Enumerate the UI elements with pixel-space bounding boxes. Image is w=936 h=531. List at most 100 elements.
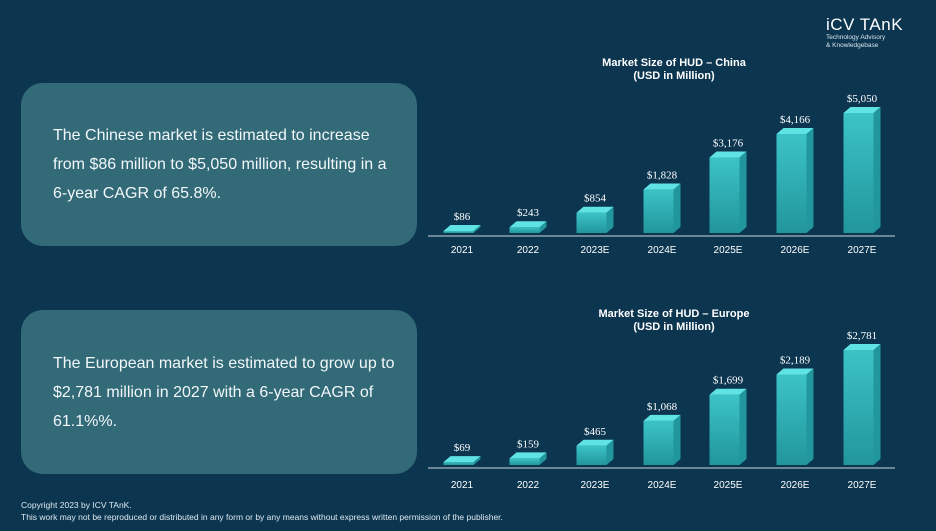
china-bar-front	[843, 113, 874, 233]
china-bar-side	[473, 224, 481, 233]
europe-tick-label: 2022	[517, 480, 540, 491]
china-tick-label: 2027E	[848, 245, 877, 256]
europe-bar-top	[709, 388, 747, 395]
europe-bar-top	[443, 456, 481, 463]
china-bar-top	[509, 221, 547, 228]
europe-bar-top	[576, 439, 614, 446]
china-bar-front	[443, 230, 474, 233]
china-tick-label: 2023E	[581, 245, 610, 256]
europe-chart-subtitle: (USD in Million)	[633, 321, 715, 333]
europe-bar-front	[709, 394, 740, 465]
china-chart: $86 2021 $243 2022 $854 2023E $1,828 2024E $3,17…	[428, 93, 895, 256]
china-bar	[509, 221, 547, 233]
copyright-text: Copyright 2023 by ICV TAnK.	[21, 500, 132, 510]
china-tick-label: 2021	[451, 245, 474, 256]
china-bar	[843, 107, 881, 233]
europe-bar-front	[509, 458, 540, 465]
china-bar-front	[709, 157, 740, 233]
china-bar-top	[643, 183, 681, 190]
china-data-label: $243	[517, 207, 540, 219]
china-bar-top	[443, 224, 481, 231]
europe-bar-top	[643, 414, 681, 421]
europe-summary-card: The European market is estimated to grow…	[21, 310, 417, 474]
china-bar-top	[709, 151, 747, 158]
europe-data-label: $465	[584, 426, 607, 438]
china-data-label: $3,176	[713, 138, 744, 150]
europe-tick-label: 2024E	[648, 480, 677, 491]
europe-bar-top	[509, 452, 547, 459]
china-bar	[576, 206, 614, 233]
europe-tick-label: 2027E	[848, 480, 877, 491]
europe-bar-side	[539, 452, 547, 465]
europe-data-label: $2,781	[847, 330, 877, 342]
europe-summary-text: The European market is estimated to grow…	[53, 354, 395, 430]
china-bar-top	[776, 128, 814, 135]
europe-bar	[709, 388, 747, 465]
europe-bar-top	[843, 344, 881, 350]
brand-tagline-1: Technology Advisory	[826, 34, 886, 41]
china-data-label: $5,050	[847, 93, 878, 105]
europe-bar	[576, 439, 614, 465]
china-bar	[709, 151, 747, 233]
china-summary-card: The Chinese market is estimated to incre…	[21, 83, 417, 246]
europe-data-label: $1,068	[647, 401, 678, 413]
europe-bar-side	[739, 388, 747, 465]
china-chart-subtitle: (USD in Million)	[633, 70, 715, 82]
china-data-label: $854	[584, 193, 607, 205]
europe-bar-side	[606, 439, 614, 465]
europe-bar-side	[806, 368, 814, 465]
china-bar-front	[776, 134, 807, 233]
china-tick-label: 2024E	[648, 245, 677, 256]
brand-name: iCV TAnK	[826, 15, 904, 34]
europe-bar-side	[673, 414, 681, 465]
china-tick-label: 2026E	[781, 245, 810, 256]
china-bar-side	[739, 151, 747, 233]
china-bar	[643, 183, 681, 233]
europe-bar	[776, 368, 814, 465]
china-data-label: $4,166	[780, 114, 811, 126]
china-tick-label: 2022	[517, 245, 540, 256]
europe-bar	[509, 452, 547, 465]
europe-bar-side	[473, 456, 481, 465]
china-bar-front	[576, 212, 607, 233]
europe-data-label: $1,699	[713, 375, 744, 387]
brand-logo: iCV TAnK Technology Advisory & Knowledge…	[826, 16, 926, 50]
europe-bar	[443, 456, 481, 465]
europe-bar-front	[643, 420, 674, 465]
europe-bar-front	[776, 374, 807, 465]
china-bar	[776, 128, 814, 233]
europe-data-label: $2,189	[780, 354, 811, 366]
europe-bar-front	[576, 445, 607, 465]
europe-bar	[643, 414, 681, 465]
china-bar-front	[509, 227, 540, 233]
china-bar	[443, 224, 481, 233]
china-chart-title: Market Size of HUD – China	[602, 57, 746, 69]
china-bar-side	[673, 183, 681, 233]
china-data-label: $1,828	[647, 170, 678, 182]
europe-bar-top	[776, 368, 814, 375]
china-summary-text: The Chinese market is estimated to incre…	[53, 127, 387, 202]
europe-bar-front	[443, 462, 474, 465]
europe-chart-title: Market Size of HUD – Europe	[598, 308, 750, 320]
china-tick-label: 2025E	[714, 245, 743, 256]
china-bar-side	[806, 128, 814, 233]
china-bar-top	[843, 107, 881, 113]
europe-bar-front	[843, 350, 874, 465]
brand-tagline-2: & Knowledgebase	[826, 42, 879, 49]
europe-tick-label: 2026E	[781, 480, 810, 491]
china-bar-top	[576, 206, 614, 213]
china-bar-side	[539, 221, 547, 233]
europe-data-label: $69	[454, 442, 471, 454]
china-bar-front	[643, 189, 674, 233]
europe-tick-label: 2023E	[581, 480, 610, 491]
china-bar-side	[606, 206, 614, 233]
china-bar-side	[873, 107, 881, 233]
europe-tick-label: 2025E	[714, 480, 743, 491]
europe-chart: $69 2021 $159 2022 $465 2023E $1,068 2024E $1,69…	[428, 330, 895, 491]
europe-bar	[843, 344, 881, 465]
europe-data-label: $159	[517, 438, 540, 450]
europe-bar-side	[873, 344, 881, 465]
europe-tick-label: 2021	[451, 480, 474, 491]
disclaimer-text: This work may not be reproduced or distr…	[21, 512, 503, 522]
